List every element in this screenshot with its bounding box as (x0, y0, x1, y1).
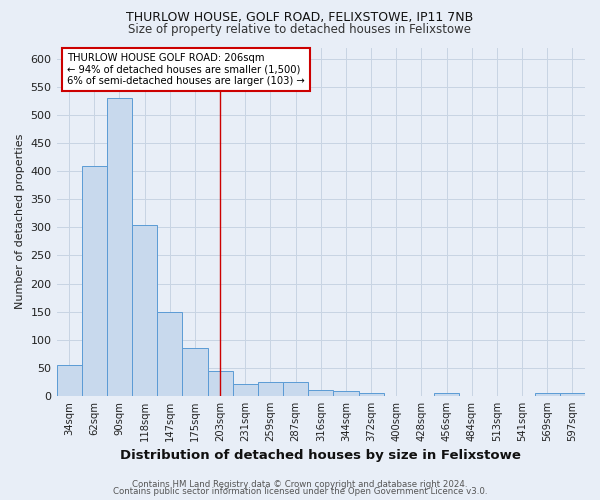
Bar (82, 166, 107, 396)
Bar (258, 382, 283, 396)
Bar (132, 224, 157, 396)
Bar (182, 348, 208, 396)
Text: Contains public sector information licensed under the Open Government Licence v3: Contains public sector information licen… (113, 487, 487, 496)
Bar (560, 393, 585, 396)
Y-axis label: Number of detached properties: Number of detached properties (15, 134, 25, 310)
Bar (535, 393, 560, 396)
Bar (359, 393, 383, 396)
Text: Size of property relative to detached houses in Felixstowe: Size of property relative to detached ho… (128, 22, 472, 36)
Bar (233, 384, 258, 396)
Bar (308, 390, 334, 396)
Bar (208, 370, 233, 396)
Bar (334, 392, 359, 396)
Bar (157, 312, 182, 396)
Text: THURLOW HOUSE GOLF ROAD: 206sqm
← 94% of detached houses are smaller (1,500)
6% : THURLOW HOUSE GOLF ROAD: 206sqm ← 94% of… (67, 52, 305, 86)
Text: THURLOW HOUSE, GOLF ROAD, FELIXSTOWE, IP11 7NB: THURLOW HOUSE, GOLF ROAD, FELIXSTOWE, IP… (127, 12, 473, 24)
Bar (434, 392, 459, 396)
X-axis label: Distribution of detached houses by size in Felixstowe: Distribution of detached houses by size … (121, 450, 521, 462)
Bar (56, 365, 82, 396)
Text: Contains HM Land Registry data © Crown copyright and database right 2024.: Contains HM Land Registry data © Crown c… (132, 480, 468, 489)
Bar (107, 98, 132, 396)
Bar (283, 382, 308, 396)
